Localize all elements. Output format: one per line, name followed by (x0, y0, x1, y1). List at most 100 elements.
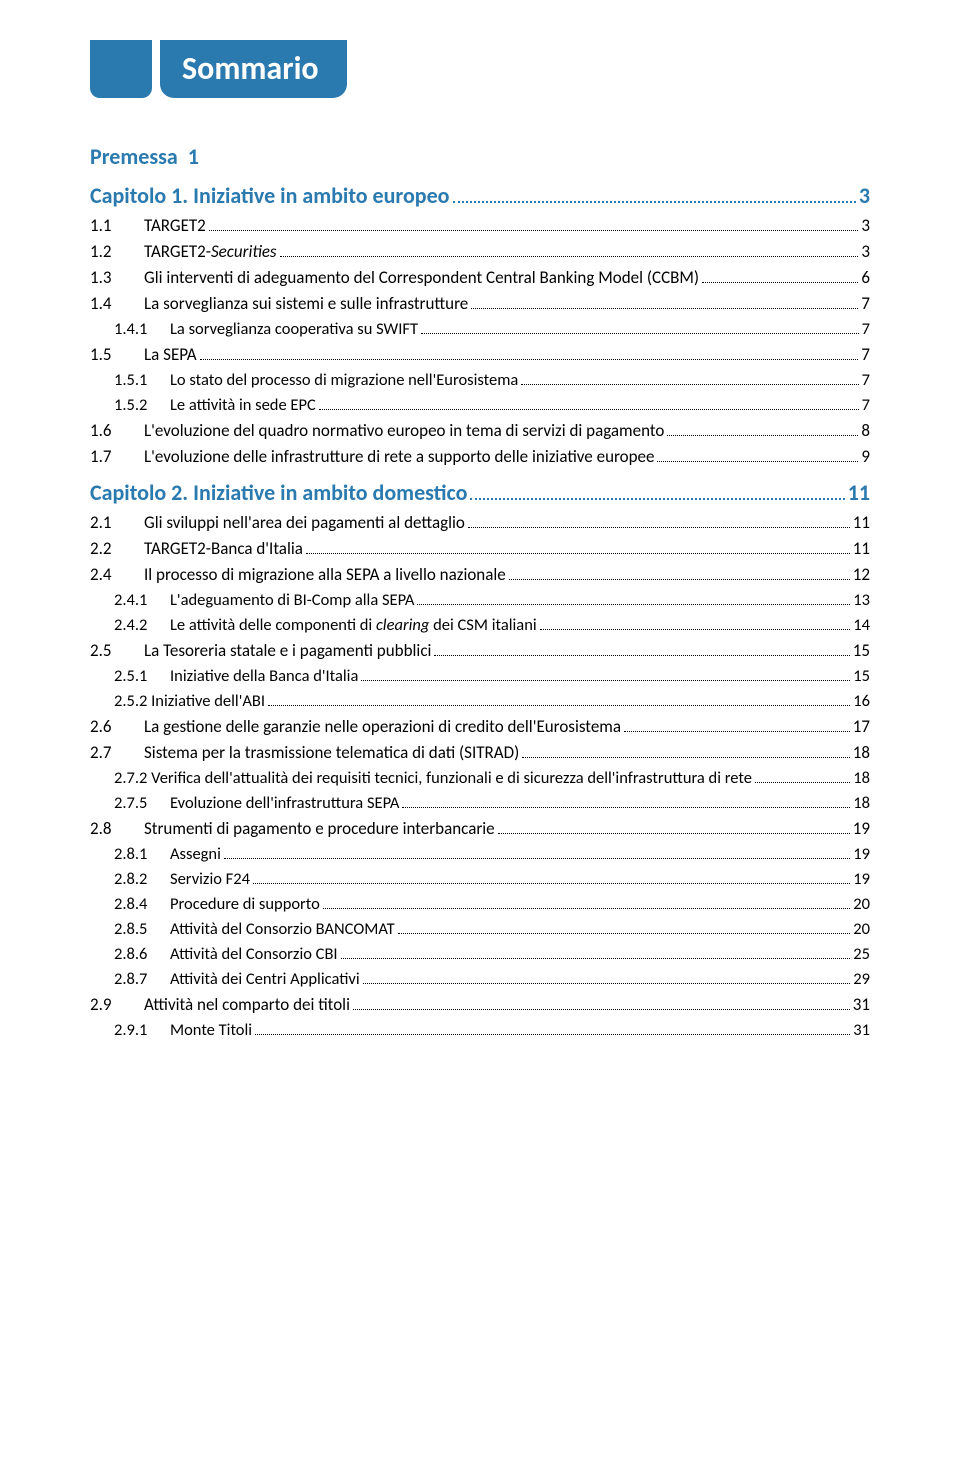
toc-leader-dots (471, 308, 858, 309)
header-banner: Sommario (90, 40, 870, 98)
toc-leader-dots (255, 1034, 850, 1035)
toc-leader-dots (398, 933, 851, 934)
toc-entry-page: 18 (853, 793, 870, 813)
toc-entry-label: Assegni (170, 844, 221, 864)
toc-entry-label: Monte Titoli (170, 1020, 252, 1040)
toc-leader-dots (657, 461, 858, 462)
toc-entry-page: 13 (853, 590, 870, 610)
toc-entry-number: 2.9.1 (114, 1020, 170, 1040)
toc-entry-page: 20 (853, 894, 870, 914)
toc-entry-level1: 2.8Strumenti di pagamento e procedure in… (90, 818, 870, 839)
toc-entry-page: 16 (853, 691, 870, 711)
toc-leader-dots (253, 883, 850, 884)
toc-entry-level1: 1.1TARGET23 (90, 215, 870, 236)
toc-entry-label: La sorveglianza sui sistemi e sulle infr… (144, 293, 468, 314)
toc-leader-dots (363, 983, 851, 984)
toc-entry-label: Gli sviluppi nell'area dei pagamenti al … (144, 512, 465, 533)
toc-entry-number: 2.8.5 (114, 919, 170, 939)
toc-entry-page: 20 (853, 919, 870, 939)
toc-premessa: Premessa 1 (90, 143, 870, 170)
toc-entry-label: Servizio F24 (170, 869, 250, 889)
toc-leader-dots (755, 782, 850, 783)
toc-entry-number: 2.4.2 (114, 615, 170, 635)
toc-entry-label: L'evoluzione delle infrastrutture di ret… (144, 446, 654, 467)
toc-entry-page: 17 (853, 716, 870, 737)
toc-entry-page: 12 (853, 564, 870, 585)
toc-entry-level2: 2.7.5Evoluzione dell'infrastruttura SEPA… (90, 793, 870, 813)
toc-entry-label: Procedure di supporto (170, 894, 320, 914)
toc-entry-label: Iniziative della Banca d'Italia (170, 666, 358, 686)
toc-entry-number: 2.6 (90, 716, 144, 737)
toc-entry-label: L'adeguamento di BI-Comp alla SEPA (170, 590, 414, 610)
toc-entry-number: 2.4.1 (114, 590, 170, 610)
toc-entry-page: 18 (853, 742, 870, 763)
toc-entry-page: 15 (853, 640, 870, 661)
toc-entry-label: TARGET2-Securities (144, 241, 277, 262)
toc-entry-level2: 1.4.1La sorveglianza cooperativa su SWIF… (90, 319, 870, 339)
toc-leader-dots (200, 359, 859, 360)
toc-entry-level1: 1.6L'evoluzione del quadro normativo eur… (90, 420, 870, 441)
toc-entry-level1: 2.6La gestione delle garanzie nelle oper… (90, 716, 870, 737)
toc-entry-label: Le attività delle componenti di clearing… (170, 615, 537, 635)
banner-left-tab (90, 40, 152, 98)
toc-entry-page: 18 (853, 768, 870, 788)
toc-leader-dots (224, 858, 850, 859)
toc-entry-label: Gli interventi di adeguamento del Corres… (144, 267, 699, 288)
toc-entry-number: 1.3 (90, 267, 144, 288)
banner-title: Sommario (160, 40, 347, 98)
toc-entry-number: 2.1 (90, 512, 144, 533)
toc-entry-level1: 2.9Attività nel comparto dei titoli31 (90, 994, 870, 1015)
toc-entry-label: 2.5.2 Iniziative dell'ABI (114, 691, 265, 711)
toc-leader-dots (209, 230, 859, 231)
toc-entry-number: 1.2 (90, 241, 144, 262)
toc-entry-label: Lo stato del processo di migrazione nell… (170, 370, 518, 390)
toc-entry-page: 3 (861, 241, 870, 262)
toc-entry-number: 2.5 (90, 640, 144, 661)
toc-entry-page: 7 (862, 370, 870, 390)
toc-entry-label: 2.7.2 Verifica dell'attualità dei requis… (114, 768, 752, 788)
toc-entry-number: 2.8.2 (114, 869, 170, 889)
toc-leader-dots (509, 579, 850, 580)
toc-entry-label: Evoluzione dell'infrastruttura SEPA (170, 793, 399, 813)
toc-leader-dots (402, 807, 850, 808)
toc-entry-number: 1.4.1 (114, 319, 170, 339)
toc-entry-label: L'evoluzione del quadro normativo europe… (144, 420, 664, 441)
toc-entry-level1: 2.7Sistema per la trasmissione telematic… (90, 742, 870, 763)
toc-entry-number: 2.5.1 (114, 666, 170, 686)
toc-entry-page: 31 (853, 994, 870, 1015)
toc-entry-page: 7 (861, 293, 870, 314)
toc-entry-level2: 2.8.2Servizio F2419 (90, 869, 870, 889)
toc-entry-label: Il processo di migrazione alla SEPA a li… (144, 564, 506, 585)
toc-entry-label: Le attività in sede EPC (170, 395, 316, 415)
toc-entry-number: 2.8 (90, 818, 144, 839)
toc-entry-page: 14 (853, 615, 870, 635)
toc-entry-number: 2.8.4 (114, 894, 170, 914)
toc-leader-dots (667, 435, 858, 436)
toc-entry-level2: 2.8.7Attività dei Centri Applicativi29 (90, 969, 870, 989)
toc-entry-level2: 2.4.2Le attività delle componenti di cle… (90, 615, 870, 635)
toc-entry-page: 19 (853, 844, 870, 864)
toc-leader-dots (522, 757, 850, 758)
toc-leader-dots (468, 527, 850, 528)
toc-entry-page: 8 (861, 420, 870, 441)
toc-entry-level1: 2.5La Tesoreria statale e i pagamenti pu… (90, 640, 870, 661)
toc-entry-number: 1.1 (90, 215, 144, 236)
toc-entry-level2: 2.8.5Attività del Consorzio BANCOMAT20 (90, 919, 870, 939)
toc-leader-dots (280, 256, 859, 257)
toc-entry-level2: 2.5.2 Iniziative dell'ABI 16 (90, 691, 870, 711)
toc-leader-dots (306, 553, 850, 554)
toc-leader-dots (470, 498, 844, 500)
toc-entry-label: Attività nel comparto dei titoli (144, 994, 350, 1015)
toc-entry-label: TARGET2 (144, 215, 206, 236)
toc-entry-level2: 2.8.6Attività del Consorzio CBI25 (90, 944, 870, 964)
toc-entry-level1: 2.1Gli sviluppi nell'area dei pagamenti … (90, 512, 870, 533)
toc-entry-level1: 1.7L'evoluzione delle infrastrutture di … (90, 446, 870, 467)
toc-entry-page: 19 (853, 818, 870, 839)
toc-entry-page: 11 (853, 538, 870, 559)
toc-entry-number: 2.7 (90, 742, 144, 763)
toc-leader-dots (353, 1009, 850, 1010)
toc-entry-number: 1.5.2 (114, 395, 170, 415)
toc-entry-number: 1.5.1 (114, 370, 170, 390)
toc-leader-dots (323, 908, 850, 909)
toc-entry-page: 15 (853, 666, 870, 686)
